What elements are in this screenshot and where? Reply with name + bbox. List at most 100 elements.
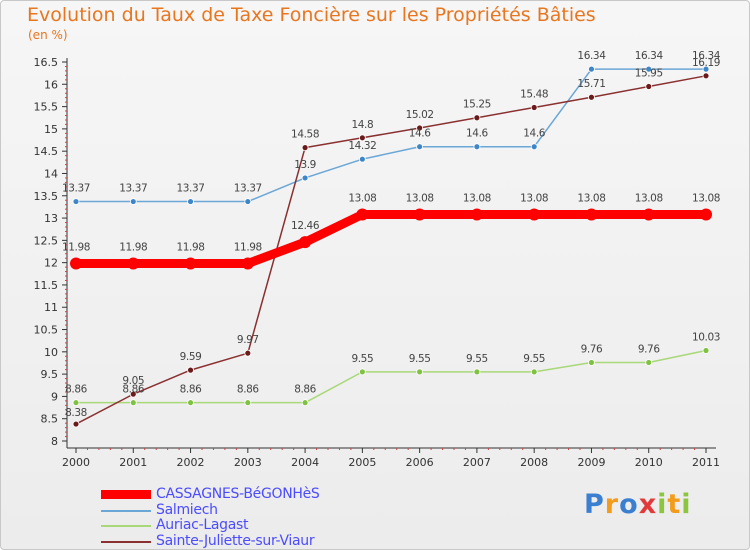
data-label: 11.98 xyxy=(177,242,205,254)
data-label: 9.55 xyxy=(523,353,545,365)
data-label: 12.46 xyxy=(291,220,320,232)
y-tick-label: 14 xyxy=(44,167,58,180)
data-point xyxy=(473,143,481,151)
data-label: 8.86 xyxy=(237,384,259,396)
x-tick-label: 2005 xyxy=(348,456,376,469)
data-point xyxy=(299,236,312,249)
data-point xyxy=(129,399,137,407)
logo-letter: i xyxy=(681,489,692,520)
y-tick-label: 15.5 xyxy=(34,101,59,114)
logo-letter: i xyxy=(657,489,668,520)
data-point xyxy=(416,124,424,132)
y-tick-label: 10.5 xyxy=(34,324,59,337)
data-label: 9.55 xyxy=(466,353,488,365)
data-point xyxy=(585,208,598,221)
data-label: 16.34 xyxy=(692,50,721,62)
chart-title: Evolution du Taux de Taxe Foncière sur l… xyxy=(27,4,596,26)
data-point xyxy=(358,134,366,142)
logo-letter: x xyxy=(638,489,658,520)
y-tick-label: 16 xyxy=(44,78,58,91)
logo-letter: t xyxy=(667,489,682,520)
data-point xyxy=(72,198,80,205)
data-point xyxy=(301,144,309,152)
y-tick-label: 13.5 xyxy=(34,190,59,203)
data-label: 14.8 xyxy=(351,119,373,131)
data-label: 16.34 xyxy=(577,50,606,62)
data-point xyxy=(244,198,252,205)
data-label: 8.86 xyxy=(65,384,87,396)
data-point xyxy=(127,257,140,270)
data-label: 13.9 xyxy=(294,159,316,171)
data-label: 8.38 xyxy=(65,407,87,419)
legend-swatch xyxy=(101,540,151,543)
legend-label: Auriac-Lagast xyxy=(156,517,249,533)
data-point xyxy=(72,420,80,428)
data-point xyxy=(301,399,309,407)
x-tick-label: 2003 xyxy=(234,456,262,469)
y-tick-label: 9 xyxy=(51,390,58,403)
y-tick-label: 8 xyxy=(51,435,58,448)
data-point xyxy=(702,65,710,73)
series-sainte-juliette-sur-viaur xyxy=(72,72,710,428)
data-point xyxy=(241,257,254,270)
data-label: 14.32 xyxy=(348,140,376,152)
y-tick-label: 9.5 xyxy=(41,368,59,381)
data-label: 15.48 xyxy=(520,88,548,100)
legend-label: Sainte-Juliette-sur-Viaur xyxy=(156,532,315,549)
y-tick-label: 16.5 xyxy=(34,56,59,69)
data-point xyxy=(473,368,481,376)
data-label: 16.34 xyxy=(635,50,664,62)
data-point xyxy=(530,368,538,376)
series-salmiech xyxy=(72,65,710,205)
logo-letter: P xyxy=(584,489,605,520)
data-point xyxy=(244,399,252,407)
data-label: 9.97 xyxy=(237,334,259,346)
series-auriac-lagast xyxy=(72,347,710,407)
y-tick-label: 12 xyxy=(44,257,58,270)
data-point xyxy=(129,390,137,398)
data-point xyxy=(470,208,483,221)
data-label: 9.59 xyxy=(180,351,202,363)
data-label: 8.86 xyxy=(294,384,316,396)
data-label: 16.19 xyxy=(692,57,720,69)
data-label: 13.08 xyxy=(520,192,548,204)
data-point xyxy=(528,208,541,221)
data-point xyxy=(702,347,710,354)
y-tick-label: 12.5 xyxy=(34,234,59,247)
data-point xyxy=(642,208,655,221)
data-point xyxy=(588,93,595,101)
data-label: 14.6 xyxy=(466,128,488,140)
y-tick-label: 13 xyxy=(44,212,58,225)
data-point xyxy=(700,208,712,221)
data-label: 10.03 xyxy=(692,331,720,343)
data-point xyxy=(187,198,194,205)
data-label: 13.08 xyxy=(692,192,720,204)
data-label: 9.55 xyxy=(409,353,431,365)
data-point xyxy=(645,359,653,366)
data-label: 9.76 xyxy=(638,344,660,356)
data-point xyxy=(301,174,309,182)
y-tick-label: 11 xyxy=(44,301,58,314)
legend-swatch xyxy=(101,490,151,499)
data-label: 11.98 xyxy=(234,242,262,254)
data-label: 11.98 xyxy=(119,242,147,254)
data-label: 15.02 xyxy=(406,109,434,121)
data-label: 15.71 xyxy=(577,78,605,90)
data-point xyxy=(530,143,538,151)
data-label: 9.05 xyxy=(122,375,144,387)
series-line xyxy=(76,209,706,269)
data-label: 13.37 xyxy=(62,183,90,195)
data-point xyxy=(244,349,252,357)
data-point xyxy=(702,72,710,80)
data-point xyxy=(129,198,137,205)
y-tick-label: 15 xyxy=(44,123,58,136)
data-point xyxy=(588,65,595,73)
x-tick-label: 2008 xyxy=(520,456,548,469)
data-label: 9.55 xyxy=(351,353,373,365)
data-label: 8.86 xyxy=(122,384,144,396)
x-tick-label: 2009 xyxy=(577,456,605,469)
data-point xyxy=(72,399,80,407)
x-tick-label: 2002 xyxy=(177,456,205,469)
x-tick-label: 2004 xyxy=(291,456,319,469)
